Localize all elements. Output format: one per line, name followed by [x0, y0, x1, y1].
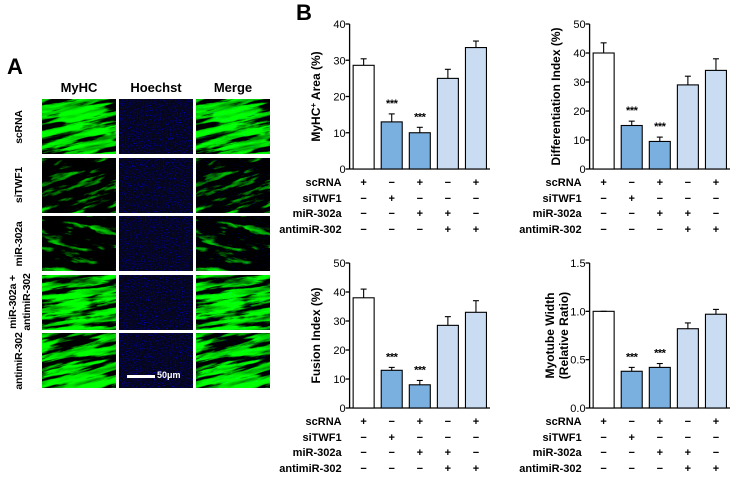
svg-text:0: 0: [339, 164, 345, 176]
svg-text:20: 20: [573, 106, 585, 118]
svg-text:0: 0: [579, 164, 585, 176]
svg-text:20: 20: [333, 345, 345, 357]
svg-text:0.5: 0.5: [570, 355, 585, 367]
svg-text:Fusion Index (%): Fusion Index (%): [309, 287, 323, 383]
svg-text:***: ***: [386, 351, 399, 363]
svg-text:20: 20: [333, 92, 345, 104]
svg-text:Differentiation Index (%): Differentiation Index (%): [549, 27, 563, 165]
svg-text:30: 30: [333, 316, 345, 328]
svg-text:***: ***: [626, 351, 639, 363]
svg-text:30: 30: [573, 77, 585, 89]
svg-text:40: 40: [573, 48, 585, 60]
svg-text:40: 40: [333, 19, 345, 31]
svg-text:0: 0: [339, 403, 345, 415]
svg-text:***: ***: [386, 98, 399, 110]
svg-text:50: 50: [573, 19, 585, 31]
svg-text:1.5: 1.5: [570, 258, 585, 270]
svg-text:***: ***: [654, 121, 667, 133]
svg-text:50: 50: [333, 258, 345, 270]
svg-text:10: 10: [333, 128, 345, 140]
svg-text:***: ***: [414, 364, 427, 376]
svg-text:30: 30: [333, 55, 345, 67]
svg-text:***: ***: [414, 111, 427, 123]
svg-text:10: 10: [573, 135, 585, 147]
svg-text:***: ***: [654, 348, 667, 360]
svg-text:0.0: 0.0: [570, 403, 585, 415]
svg-text:10: 10: [333, 374, 345, 386]
svg-text:40: 40: [333, 287, 345, 299]
svg-text:(Relative Ratio): (Relative Ratio): [557, 292, 571, 379]
svg-text:1.0: 1.0: [570, 306, 585, 318]
svg-text:Myotube Width: Myotube Width: [543, 293, 557, 379]
svg-text:***: ***: [626, 105, 639, 117]
svg-text:MyHC+ Area (%): MyHC+ Area (%): [309, 51, 323, 141]
